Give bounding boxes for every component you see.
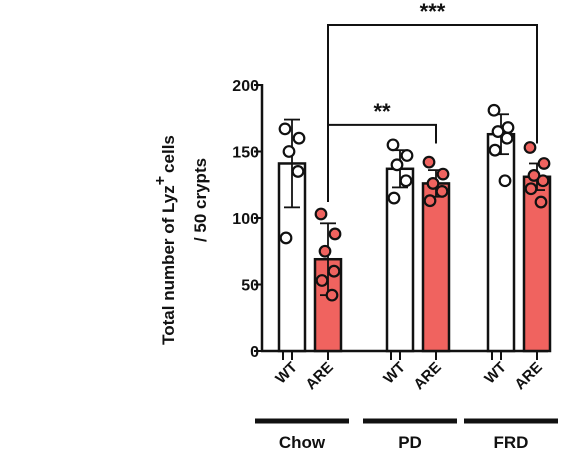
y-tick-label: 0 xyxy=(250,344,259,361)
data-point xyxy=(279,231,293,245)
data-point xyxy=(536,174,550,188)
data-point xyxy=(282,145,296,158)
data-point xyxy=(390,158,404,172)
y-axis-label-main: Total number of Lyz xyxy=(159,185,178,345)
bar-pd-are xyxy=(421,182,451,353)
significance-brackets: ***** xyxy=(327,0,538,203)
data-point xyxy=(488,143,502,157)
y-tick-label: 100 xyxy=(232,211,259,228)
data-point xyxy=(435,184,449,198)
data-point xyxy=(426,177,440,190)
data-point xyxy=(278,122,292,136)
x-tick-label-wt: WT xyxy=(481,359,510,388)
data-point xyxy=(387,191,401,205)
data-point xyxy=(314,207,328,221)
significance-bracket xyxy=(327,123,437,203)
data-points xyxy=(278,103,551,302)
axes: 0 50 100 150 200 xyxy=(232,78,548,361)
data-point xyxy=(534,195,548,209)
data-point xyxy=(386,138,400,152)
data-point xyxy=(527,169,541,182)
x-tick-label-wt: WT xyxy=(272,359,301,388)
significance-label: ** xyxy=(373,99,391,124)
data-point xyxy=(325,288,339,302)
bar-frd-wt xyxy=(486,132,516,353)
group-label-chow: Chow xyxy=(279,433,326,452)
data-point xyxy=(487,103,501,117)
y-axis-label-cells: cells xyxy=(159,135,178,173)
x-tick-label-wt: WT xyxy=(380,359,409,388)
y-tick-label: 150 xyxy=(232,145,259,162)
significance-label: *** xyxy=(420,0,446,24)
data-point xyxy=(328,227,342,241)
data-point xyxy=(399,174,413,188)
data-point xyxy=(327,264,341,278)
bars xyxy=(277,113,552,353)
data-point xyxy=(423,194,437,208)
x-tick-label-are: ARE xyxy=(511,359,545,393)
data-point xyxy=(500,131,514,145)
x-tick-label-are: ARE xyxy=(410,359,444,393)
data-point xyxy=(524,182,538,196)
group-label-frd: FRD xyxy=(494,433,529,452)
data-point xyxy=(291,165,305,178)
y-axis-label-sup: + xyxy=(152,176,169,185)
data-point xyxy=(491,125,505,138)
data-point xyxy=(498,174,512,188)
data-point xyxy=(315,274,329,287)
y-axis-label: Total number of Lyz+ cells / 50 crypts xyxy=(152,135,210,345)
data-point xyxy=(422,155,436,169)
data-point xyxy=(537,157,551,170)
data-point xyxy=(318,244,332,258)
data-point xyxy=(523,141,537,154)
y-tick-label: 50 xyxy=(241,278,259,295)
significance-bracket xyxy=(327,24,538,203)
data-point xyxy=(292,131,306,145)
x-tick-label-are: ARE xyxy=(302,359,336,393)
y-tick-label: 200 xyxy=(232,78,259,95)
y-axis-label-sub: / 50 crypts xyxy=(191,158,210,242)
svg-text:Total number of Lyz+cells: Total number of Lyz+ cells xyxy=(152,135,178,345)
group-label-pd: PD xyxy=(398,433,422,452)
data-point xyxy=(436,167,450,181)
data-point xyxy=(400,149,414,162)
